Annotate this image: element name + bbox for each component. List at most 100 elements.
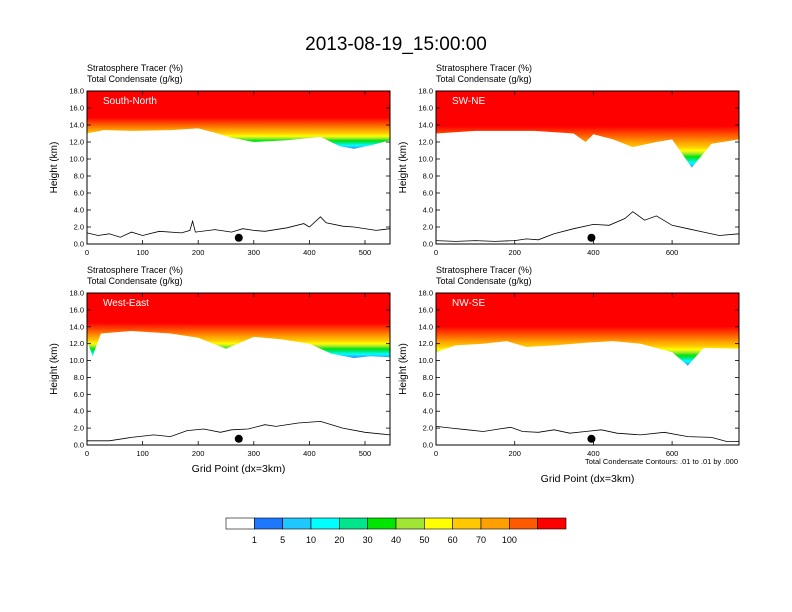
y-tick-label: 4.0 <box>423 407 433 416</box>
panel-subtitle-tracer: Stratosphere Tracer (%) <box>87 63 183 73</box>
y-axis-label: Height (km) <box>49 142 60 194</box>
stratosphere-tracer-fill <box>436 91 739 168</box>
y-tick-label: 10.0 <box>69 155 84 164</box>
panel-label: NW-SE <box>452 298 485 309</box>
colorbar-legend: 1 5 10 20 30 40 50 60 70 100 <box>225 517 567 545</box>
location-marker <box>234 434 243 443</box>
plot-frame <box>435 90 740 245</box>
terrain-line <box>87 420 390 442</box>
panel-subtitle-condensate: Total Condensate (g/kg) <box>436 74 532 84</box>
x-tick-label: 100 <box>136 449 149 458</box>
stratosphere-tracer-fill <box>87 91 390 149</box>
x-tick-label: 400 <box>587 449 600 458</box>
plot-frame <box>435 292 740 446</box>
colorbar-label: 1 <box>252 535 257 545</box>
y-tick-label: 0.0 <box>423 441 433 450</box>
plot-frame <box>86 292 391 446</box>
x-tick-label: 300 <box>248 449 261 458</box>
colorbar-label: 60 <box>448 535 458 545</box>
colorbar-swatch <box>537 517 567 530</box>
y-axis-label: Height (km) <box>398 142 409 194</box>
colorbar-swatch <box>509 517 538 530</box>
y-tick-label: 14.0 <box>418 322 433 331</box>
x-tick-label: 600 <box>666 449 679 458</box>
y-axis-label: Height (km) <box>49 343 60 395</box>
y-tick-label: 10.0 <box>69 356 84 365</box>
x-tick-label: 200 <box>192 449 205 458</box>
colorbar-swatch <box>395 517 425 530</box>
colorbar-swatch <box>339 517 368 530</box>
y-tick-label: 18.0 <box>69 87 84 96</box>
panel-subtitle-condensate: Total Condensate (g/kg) <box>436 276 532 286</box>
y-tick-label: 6.0 <box>74 189 84 198</box>
y-tick-label: 16.0 <box>69 104 84 113</box>
y-tick-label: 16.0 <box>418 305 433 314</box>
y-tick-label: 4.0 <box>74 407 84 416</box>
panel-subtitle-condensate: Total Condensate (g/kg) <box>87 276 183 286</box>
colorbar-swatch <box>367 517 397 530</box>
y-tick-label: 18.0 <box>418 289 433 298</box>
y-tick-label: 2.0 <box>423 223 433 232</box>
contour-footnote: Total Condensate Contours: .01 to .01 by… <box>585 457 738 466</box>
colorbar-label: 20 <box>334 535 344 545</box>
y-axis-label: Height (km) <box>398 343 409 395</box>
colorbar-label: 100 <box>502 535 517 545</box>
y-tick-label: 0.0 <box>74 240 84 249</box>
colorbar-swatch <box>424 517 453 530</box>
y-tick-label: 8.0 <box>423 172 433 181</box>
x-tick-label: 200 <box>192 248 205 257</box>
y-tick-label: 16.0 <box>418 104 433 113</box>
colorbar-label: 10 <box>306 535 316 545</box>
y-tick-label: 2.0 <box>74 424 84 433</box>
panel-south-north: Stratosphere Tracer (%)Total Condensate … <box>49 63 391 257</box>
y-tick-label: 14.0 <box>69 121 84 130</box>
terrain-line <box>87 216 390 238</box>
x-axis-label: Grid Point (dx=3km) <box>541 473 635 485</box>
colorbar-swatch <box>310 517 340 530</box>
colorbar-swatch <box>480 517 510 530</box>
y-tick-label: 4.0 <box>74 206 84 215</box>
y-tick-label: 4.0 <box>423 206 433 215</box>
colorbar-label: 50 <box>419 535 429 545</box>
figure-title: 2013-08-19_15:00:00 <box>305 34 487 55</box>
x-tick-label: 500 <box>359 248 372 257</box>
x-axis-label: Grid Point (dx=3km) <box>192 463 286 475</box>
x-tick-label: 100 <box>136 248 149 257</box>
y-tick-label: 10.0 <box>418 356 433 365</box>
y-tick-label: 14.0 <box>418 121 433 130</box>
colorbar-swatch <box>225 517 255 530</box>
x-tick-label: 500 <box>359 449 372 458</box>
x-tick-label: 0 <box>434 449 438 458</box>
x-tick-label: 0 <box>434 248 438 257</box>
panel-label: West-East <box>103 298 149 309</box>
panel-subtitle-tracer: Stratosphere Tracer (%) <box>436 63 532 73</box>
colorbar-swatch <box>254 517 283 530</box>
colorbar-label: 70 <box>476 535 486 545</box>
x-tick-label: 0 <box>85 248 89 257</box>
y-tick-label: 18.0 <box>418 87 433 96</box>
y-tick-label: 12.0 <box>69 339 84 348</box>
y-tick-label: 8.0 <box>423 373 433 382</box>
terrain-line <box>436 426 739 443</box>
x-tick-label: 200 <box>508 449 521 458</box>
y-tick-label: 8.0 <box>74 172 84 181</box>
x-tick-label: 200 <box>508 248 521 257</box>
y-tick-label: 6.0 <box>74 390 84 399</box>
colorbar-swatch <box>282 517 312 530</box>
y-tick-label: 10.0 <box>418 155 433 164</box>
panel-label: South-North <box>103 96 157 107</box>
location-marker <box>587 434 596 443</box>
panel-subtitle-condensate: Total Condensate (g/kg) <box>87 74 183 84</box>
y-tick-label: 2.0 <box>423 424 433 433</box>
y-tick-label: 6.0 <box>423 189 433 198</box>
y-tick-label: 16.0 <box>69 305 84 314</box>
colorbar-swatch <box>452 517 482 530</box>
plot-frame <box>86 90 391 245</box>
location-marker <box>587 233 596 242</box>
x-tick-label: 400 <box>587 248 600 257</box>
stratosphere-tracer-fill <box>436 293 739 366</box>
x-tick-label: 400 <box>303 449 316 458</box>
panel-subtitle-tracer: Stratosphere Tracer (%) <box>436 265 532 275</box>
y-tick-label: 14.0 <box>69 322 84 331</box>
